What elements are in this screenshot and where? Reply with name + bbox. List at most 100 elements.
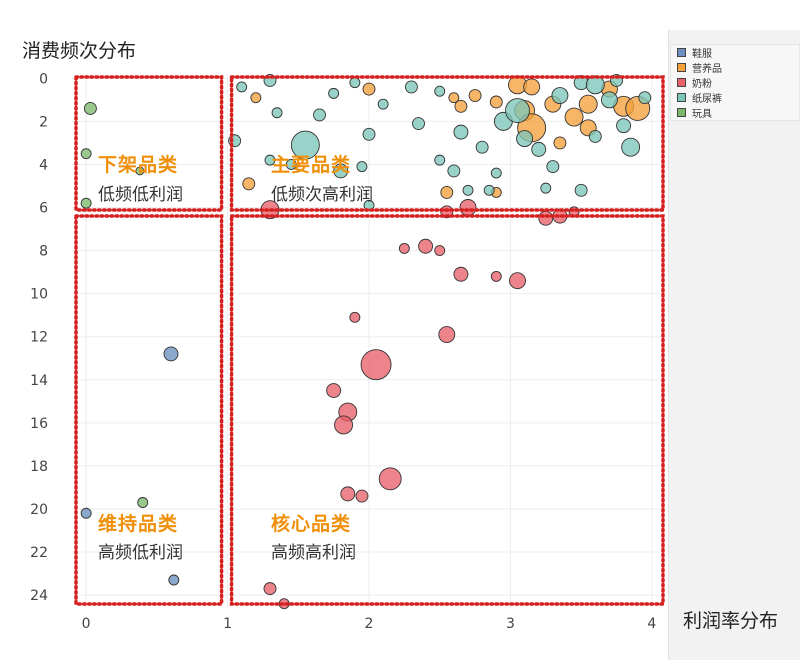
data-point bbox=[326, 383, 342, 398]
data-point bbox=[585, 75, 605, 95]
data-point bbox=[340, 486, 356, 502]
legend-item: 纸尿裤 bbox=[671, 90, 799, 105]
data-point bbox=[349, 77, 361, 89]
data-point bbox=[378, 467, 402, 491]
data-point bbox=[453, 266, 469, 282]
data-point bbox=[438, 326, 456, 343]
data-point bbox=[564, 107, 584, 127]
y-tick-label: 20 bbox=[30, 502, 48, 518]
quadrant-title: 主要品类 bbox=[271, 153, 351, 176]
data-point bbox=[349, 311, 361, 323]
y-tick-label: 2 bbox=[39, 114, 48, 130]
data-point bbox=[355, 489, 369, 503]
data-point bbox=[377, 98, 389, 110]
quadrant-title: 维持品类 bbox=[98, 512, 178, 535]
data-point bbox=[490, 270, 502, 282]
x-tick-label: 3 bbox=[506, 616, 515, 632]
data-point bbox=[434, 154, 446, 166]
y-tick-label: 16 bbox=[30, 416, 48, 432]
x-tick-label: 4 bbox=[647, 616, 656, 632]
legend-swatch bbox=[677, 93, 686, 102]
quadrant-frame-core bbox=[229, 214, 665, 606]
data-point bbox=[588, 129, 602, 143]
quadrant-subtitle: 高频高利润 bbox=[271, 543, 356, 563]
legend-label: 奶粉 bbox=[692, 79, 712, 90]
quadrant-frame-main bbox=[229, 75, 665, 212]
data-point bbox=[462, 184, 474, 196]
data-point bbox=[440, 185, 454, 199]
y-axis-label: 消费频次分布 bbox=[22, 40, 137, 62]
data-point bbox=[362, 127, 376, 141]
legend-swatch bbox=[677, 48, 686, 57]
data-point bbox=[523, 78, 541, 96]
y-tick-label: 14 bbox=[30, 373, 48, 389]
data-point bbox=[551, 87, 569, 104]
data-point bbox=[434, 245, 446, 257]
data-point bbox=[362, 82, 376, 96]
y-tick-label: 22 bbox=[30, 545, 48, 561]
data-point bbox=[236, 81, 248, 93]
x-tick-label: 2 bbox=[365, 616, 374, 632]
data-point bbox=[313, 108, 326, 122]
data-point bbox=[489, 95, 503, 109]
data-point bbox=[483, 184, 495, 196]
data-point bbox=[404, 80, 418, 94]
data-point bbox=[448, 92, 460, 104]
legend-label: 鞋服 bbox=[692, 49, 712, 60]
data-point bbox=[453, 124, 469, 140]
right-panel bbox=[668, 30, 800, 660]
data-point bbox=[459, 199, 477, 216]
y-tick-label: 0 bbox=[39, 71, 48, 87]
data-point bbox=[418, 238, 434, 254]
data-point bbox=[531, 141, 547, 157]
data-point bbox=[454, 99, 468, 113]
data-point bbox=[168, 574, 180, 586]
y-tick-label: 18 bbox=[30, 459, 48, 475]
data-point bbox=[80, 148, 92, 160]
y-tick-label: 10 bbox=[30, 287, 48, 303]
x-axis-label: 利润率分布 bbox=[683, 610, 779, 632]
data-point bbox=[271, 107, 283, 119]
quadrant-subtitle: 低频次高利润 bbox=[271, 185, 373, 205]
data-point bbox=[80, 507, 92, 519]
legend-label: 玩具 bbox=[692, 109, 712, 120]
legend-swatch bbox=[677, 63, 686, 72]
x-tick-label: 0 bbox=[82, 616, 91, 632]
data-point bbox=[540, 182, 552, 194]
data-point bbox=[574, 183, 588, 197]
data-point bbox=[242, 177, 256, 191]
data-point bbox=[137, 497, 149, 508]
data-point bbox=[546, 160, 560, 174]
data-point bbox=[263, 582, 277, 596]
data-point bbox=[356, 161, 368, 173]
data-point bbox=[285, 158, 297, 170]
data-point bbox=[505, 98, 530, 124]
y-tick-label: 8 bbox=[39, 244, 48, 260]
data-point bbox=[328, 87, 340, 99]
data-point bbox=[135, 166, 145, 176]
data-point bbox=[334, 415, 353, 435]
data-point bbox=[163, 346, 179, 362]
data-point bbox=[447, 164, 461, 178]
data-point bbox=[538, 210, 554, 226]
data-point bbox=[290, 130, 320, 160]
quadrant-title: 核心品类 bbox=[271, 512, 351, 535]
legend: 鞋服 营养品奶粉 纸尿裤玩具 bbox=[670, 44, 800, 121]
data-point bbox=[638, 91, 652, 105]
y-tick-label: 4 bbox=[39, 157, 48, 173]
legend-item: 营养品 bbox=[671, 60, 799, 75]
y-tick-label: 6 bbox=[39, 201, 48, 217]
y-tick-label: 12 bbox=[30, 330, 48, 346]
data-point bbox=[616, 118, 632, 134]
data-point bbox=[468, 89, 482, 102]
quadrant-title: 下架品类 bbox=[98, 153, 178, 176]
data-point bbox=[83, 102, 97, 115]
y-tick-label: 24 bbox=[30, 588, 48, 604]
legend-item: 鞋服 bbox=[671, 45, 799, 60]
legend-item: 玩具 bbox=[671, 105, 799, 120]
data-point bbox=[250, 92, 262, 104]
data-point bbox=[475, 140, 489, 154]
legend-swatch bbox=[677, 78, 686, 87]
